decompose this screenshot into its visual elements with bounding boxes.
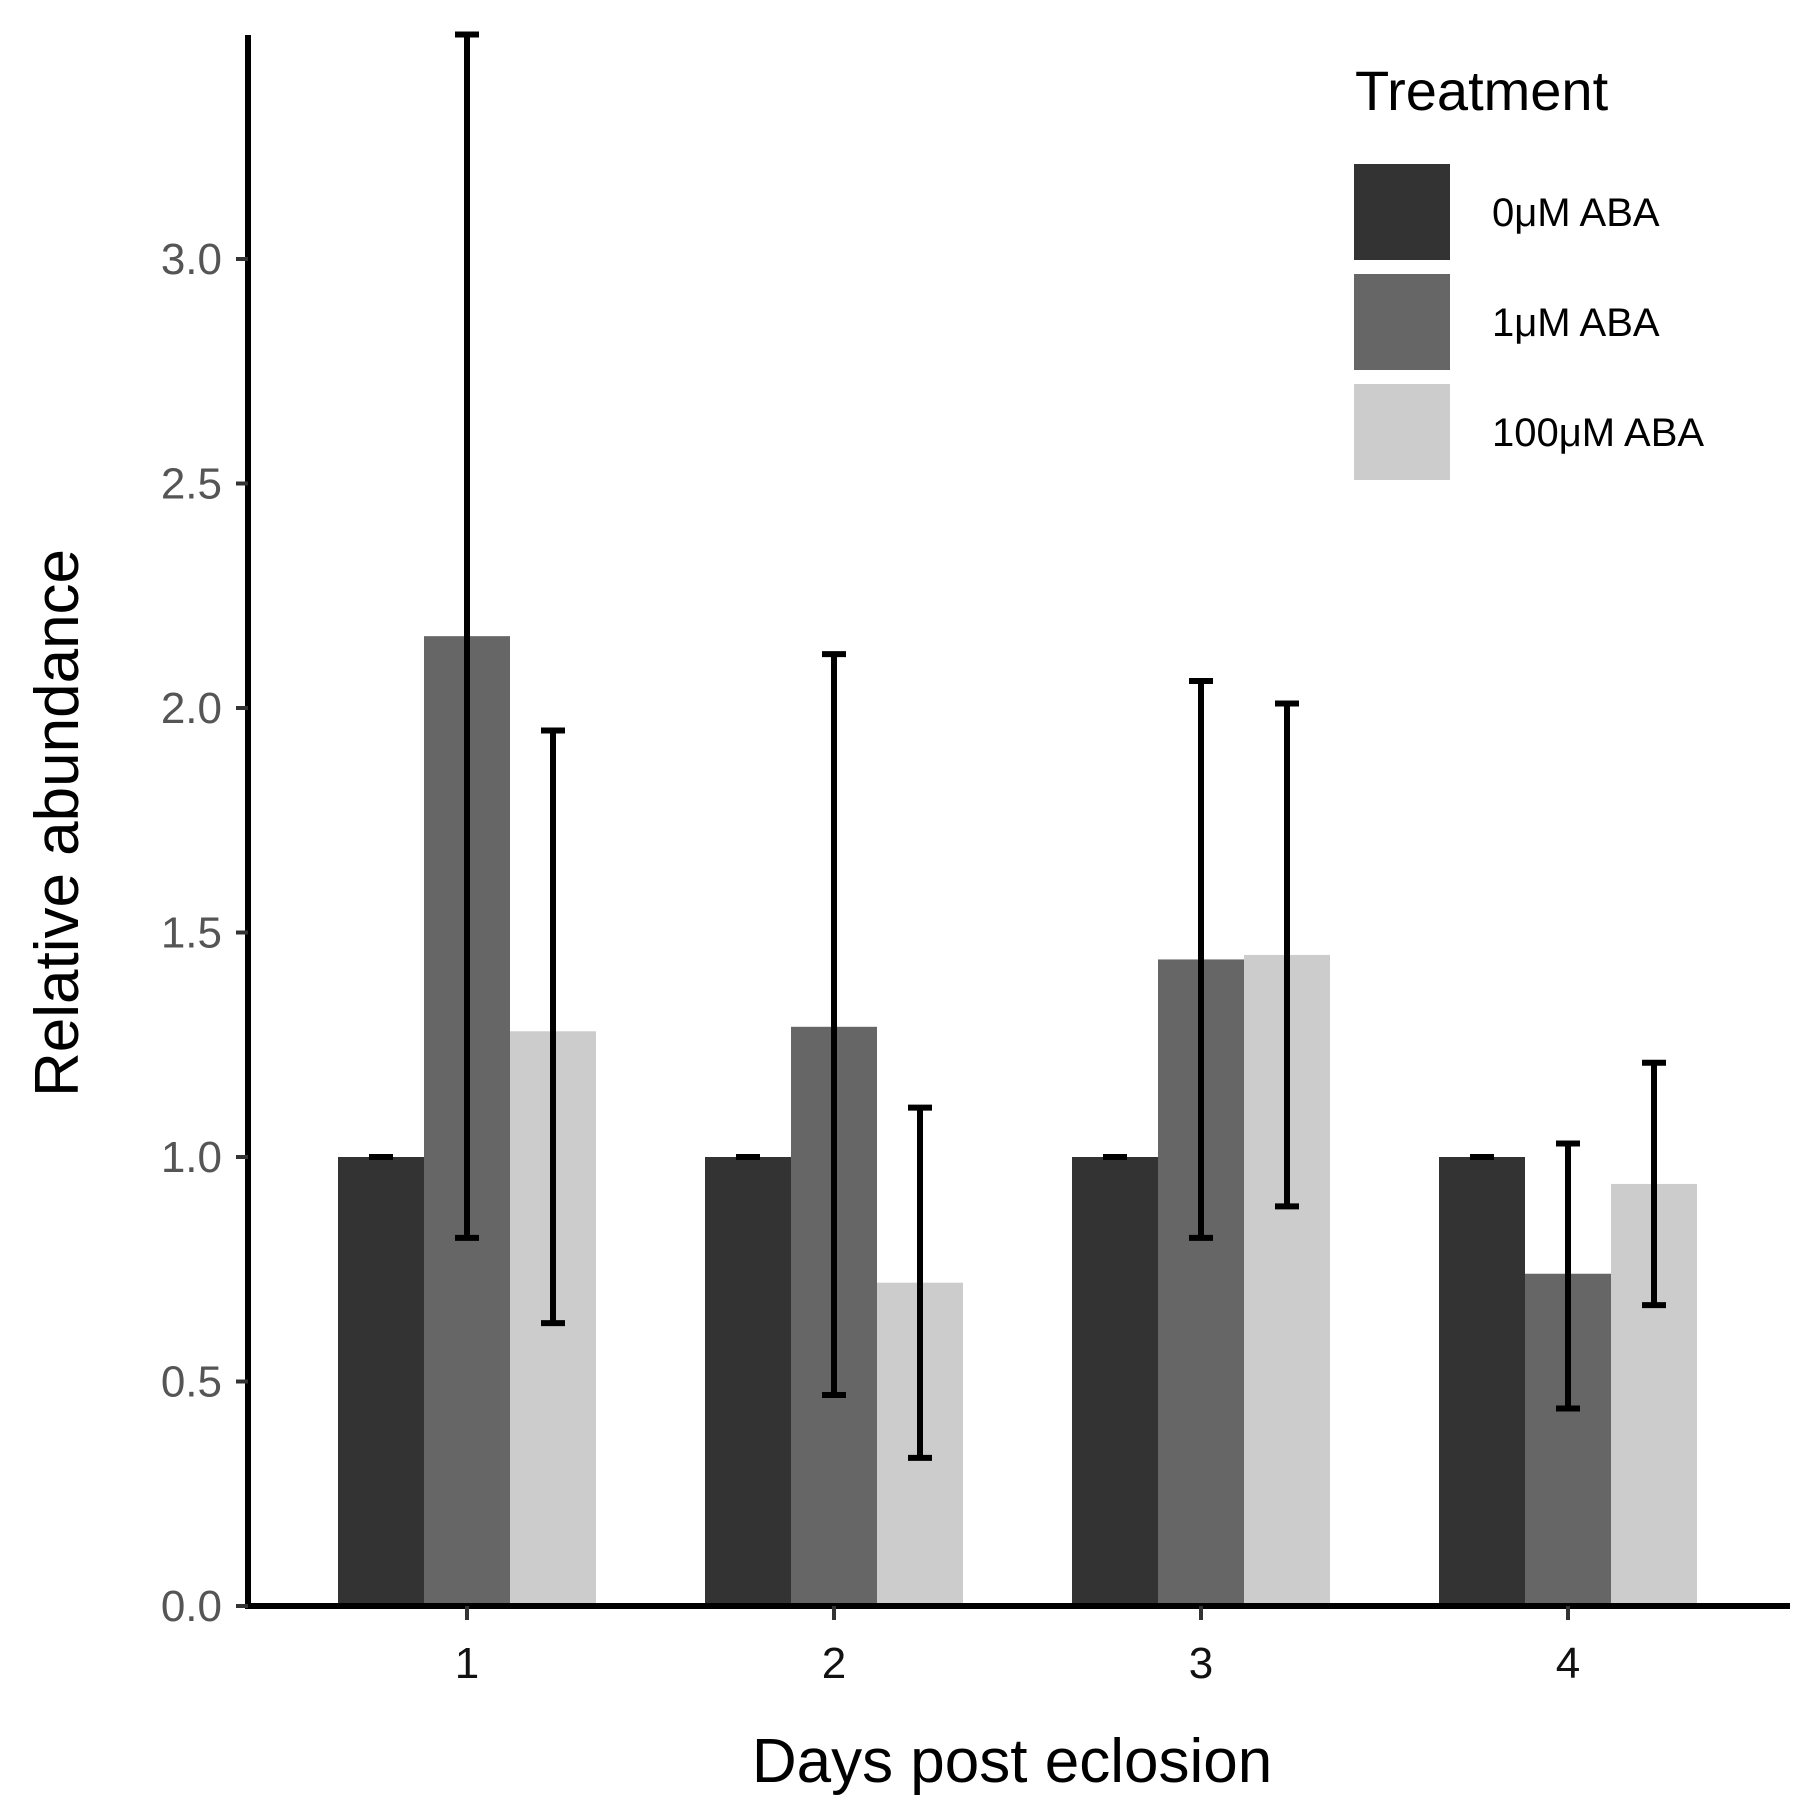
x-tick-label: 4 [1556, 1639, 1580, 1688]
bar-series-1-day-1 [338, 1157, 424, 1606]
y-tick-label: 0.5 [161, 1358, 222, 1407]
x-axis-title: Days post eclosion [752, 1727, 1272, 1796]
axes-layer [245, 35, 1790, 1609]
y-tick-label: 2.0 [161, 684, 222, 733]
error-bars-layer [369, 31, 1666, 1461]
y-tick-label: 0.0 [161, 1582, 222, 1631]
y-tick-label: 1.0 [161, 1133, 222, 1182]
legend: Treatment 0μM ABA 1μM ABA 100μM ABA [1350, 59, 1704, 484]
x-tick-label: 1 [455, 1639, 479, 1688]
y-axis-title: Relative abundance [23, 549, 92, 1097]
x-tick-label: 3 [1189, 1639, 1213, 1688]
bar-series-1-day-4 [1439, 1157, 1525, 1606]
legend-swatch [1350, 380, 1454, 484]
y-tick-label: 3.0 [161, 235, 222, 284]
y-tick-label: 1.5 [161, 909, 222, 958]
bars-layer [338, 636, 1697, 1606]
y-ticks-layer: 0.0 0.5 1.0 1.5 2.0 2.5 3.0 [161, 235, 248, 1631]
bar-series-1-day-3 [1072, 1157, 1158, 1606]
legend-swatch [1350, 270, 1454, 374]
y-tick-label: 2.5 [161, 460, 222, 509]
legend-label: 1μM ABA [1492, 301, 1660, 345]
legend-title: Treatment [1355, 59, 1609, 122]
legend-label: 100μM ABA [1492, 411, 1704, 455]
legend-label: 0μM ABA [1492, 191, 1660, 235]
legend-swatch [1350, 160, 1454, 264]
x-ticks-layer: 1 2 3 4 [455, 1606, 1580, 1688]
bar-series-1-day-2 [705, 1157, 791, 1606]
x-tick-label: 2 [822, 1639, 846, 1688]
